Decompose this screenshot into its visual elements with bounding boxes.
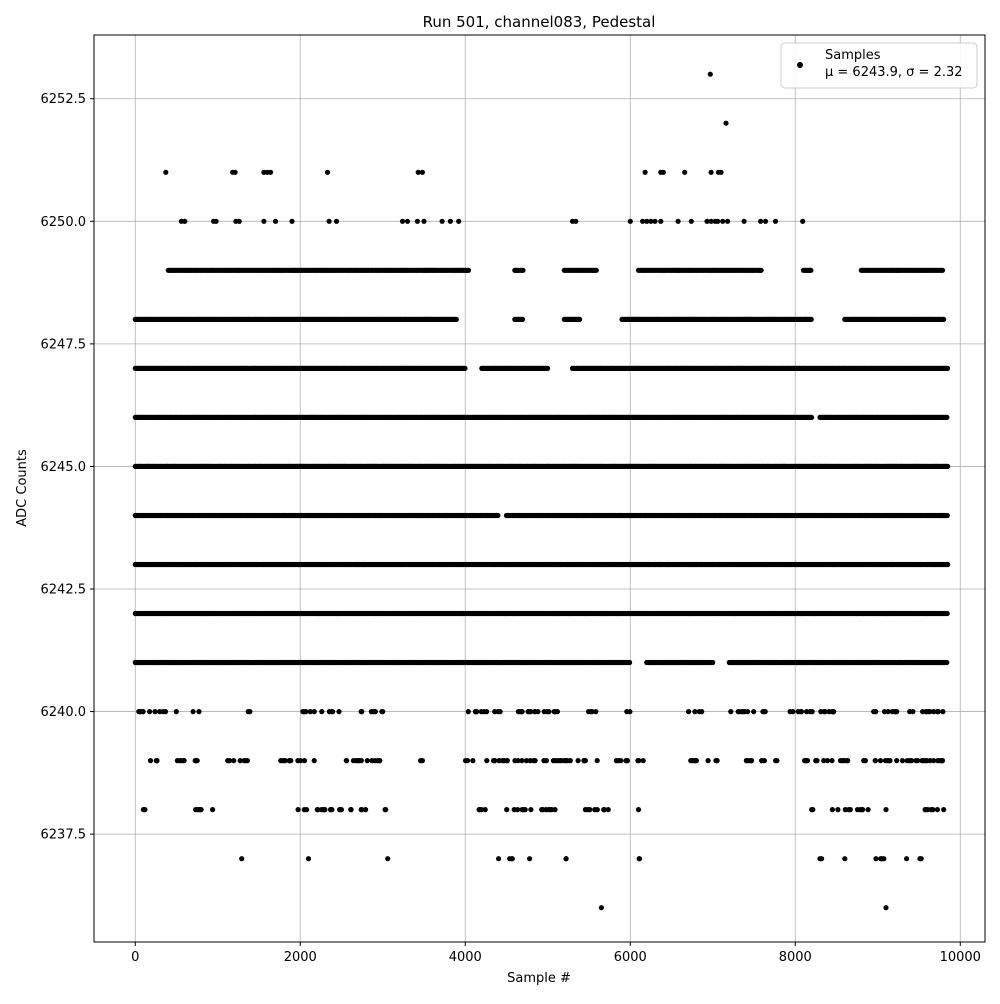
data-point	[759, 268, 764, 273]
data-point	[945, 366, 950, 371]
data-point	[941, 317, 946, 322]
data-point	[945, 464, 950, 469]
data-point	[454, 317, 459, 322]
data-point	[594, 268, 599, 273]
data-point	[809, 317, 814, 322]
data-point	[520, 268, 525, 273]
data-point	[808, 268, 813, 273]
data-point	[520, 317, 525, 322]
data-point	[944, 415, 949, 420]
data-point	[545, 366, 550, 371]
data-point	[945, 562, 950, 567]
chart-title: Run 501, channel083, Pedestal	[423, 13, 656, 31]
data-point	[940, 268, 945, 273]
data-point	[495, 513, 500, 518]
data-point	[466, 268, 471, 273]
data-point	[577, 317, 582, 322]
data-point	[945, 513, 950, 518]
data-point	[809, 415, 814, 420]
data-point	[462, 366, 467, 371]
